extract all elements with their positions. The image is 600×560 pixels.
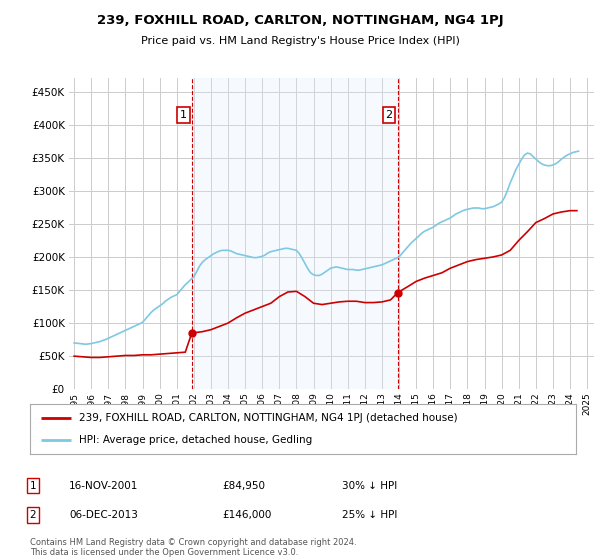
Text: 239, FOXHILL ROAD, CARLTON, NOTTINGHAM, NG4 1PJ (detached house): 239, FOXHILL ROAD, CARLTON, NOTTINGHAM, … (79, 413, 458, 423)
Text: 2: 2 (386, 110, 392, 120)
Text: 1: 1 (29, 480, 37, 491)
Bar (192, 78, 398, 389)
Text: 239, FOXHILL ROAD, CARLTON, NOTTINGHAM, NG4 1PJ: 239, FOXHILL ROAD, CARLTON, NOTTINGHAM, … (97, 14, 503, 27)
Text: 25% ↓ HPI: 25% ↓ HPI (342, 510, 397, 520)
Text: 16-NOV-2001: 16-NOV-2001 (69, 480, 139, 491)
Text: 2: 2 (29, 510, 37, 520)
Text: £146,000: £146,000 (222, 510, 271, 520)
Text: 30% ↓ HPI: 30% ↓ HPI (342, 480, 397, 491)
Text: 06-DEC-2013: 06-DEC-2013 (69, 510, 138, 520)
Text: HPI: Average price, detached house, Gedling: HPI: Average price, detached house, Gedl… (79, 435, 313, 445)
Text: £84,950: £84,950 (222, 480, 265, 491)
Text: 1: 1 (180, 110, 187, 120)
Text: Contains HM Land Registry data © Crown copyright and database right 2024.
This d: Contains HM Land Registry data © Crown c… (30, 538, 356, 557)
Text: Price paid vs. HM Land Registry's House Price Index (HPI): Price paid vs. HM Land Registry's House … (140, 36, 460, 46)
